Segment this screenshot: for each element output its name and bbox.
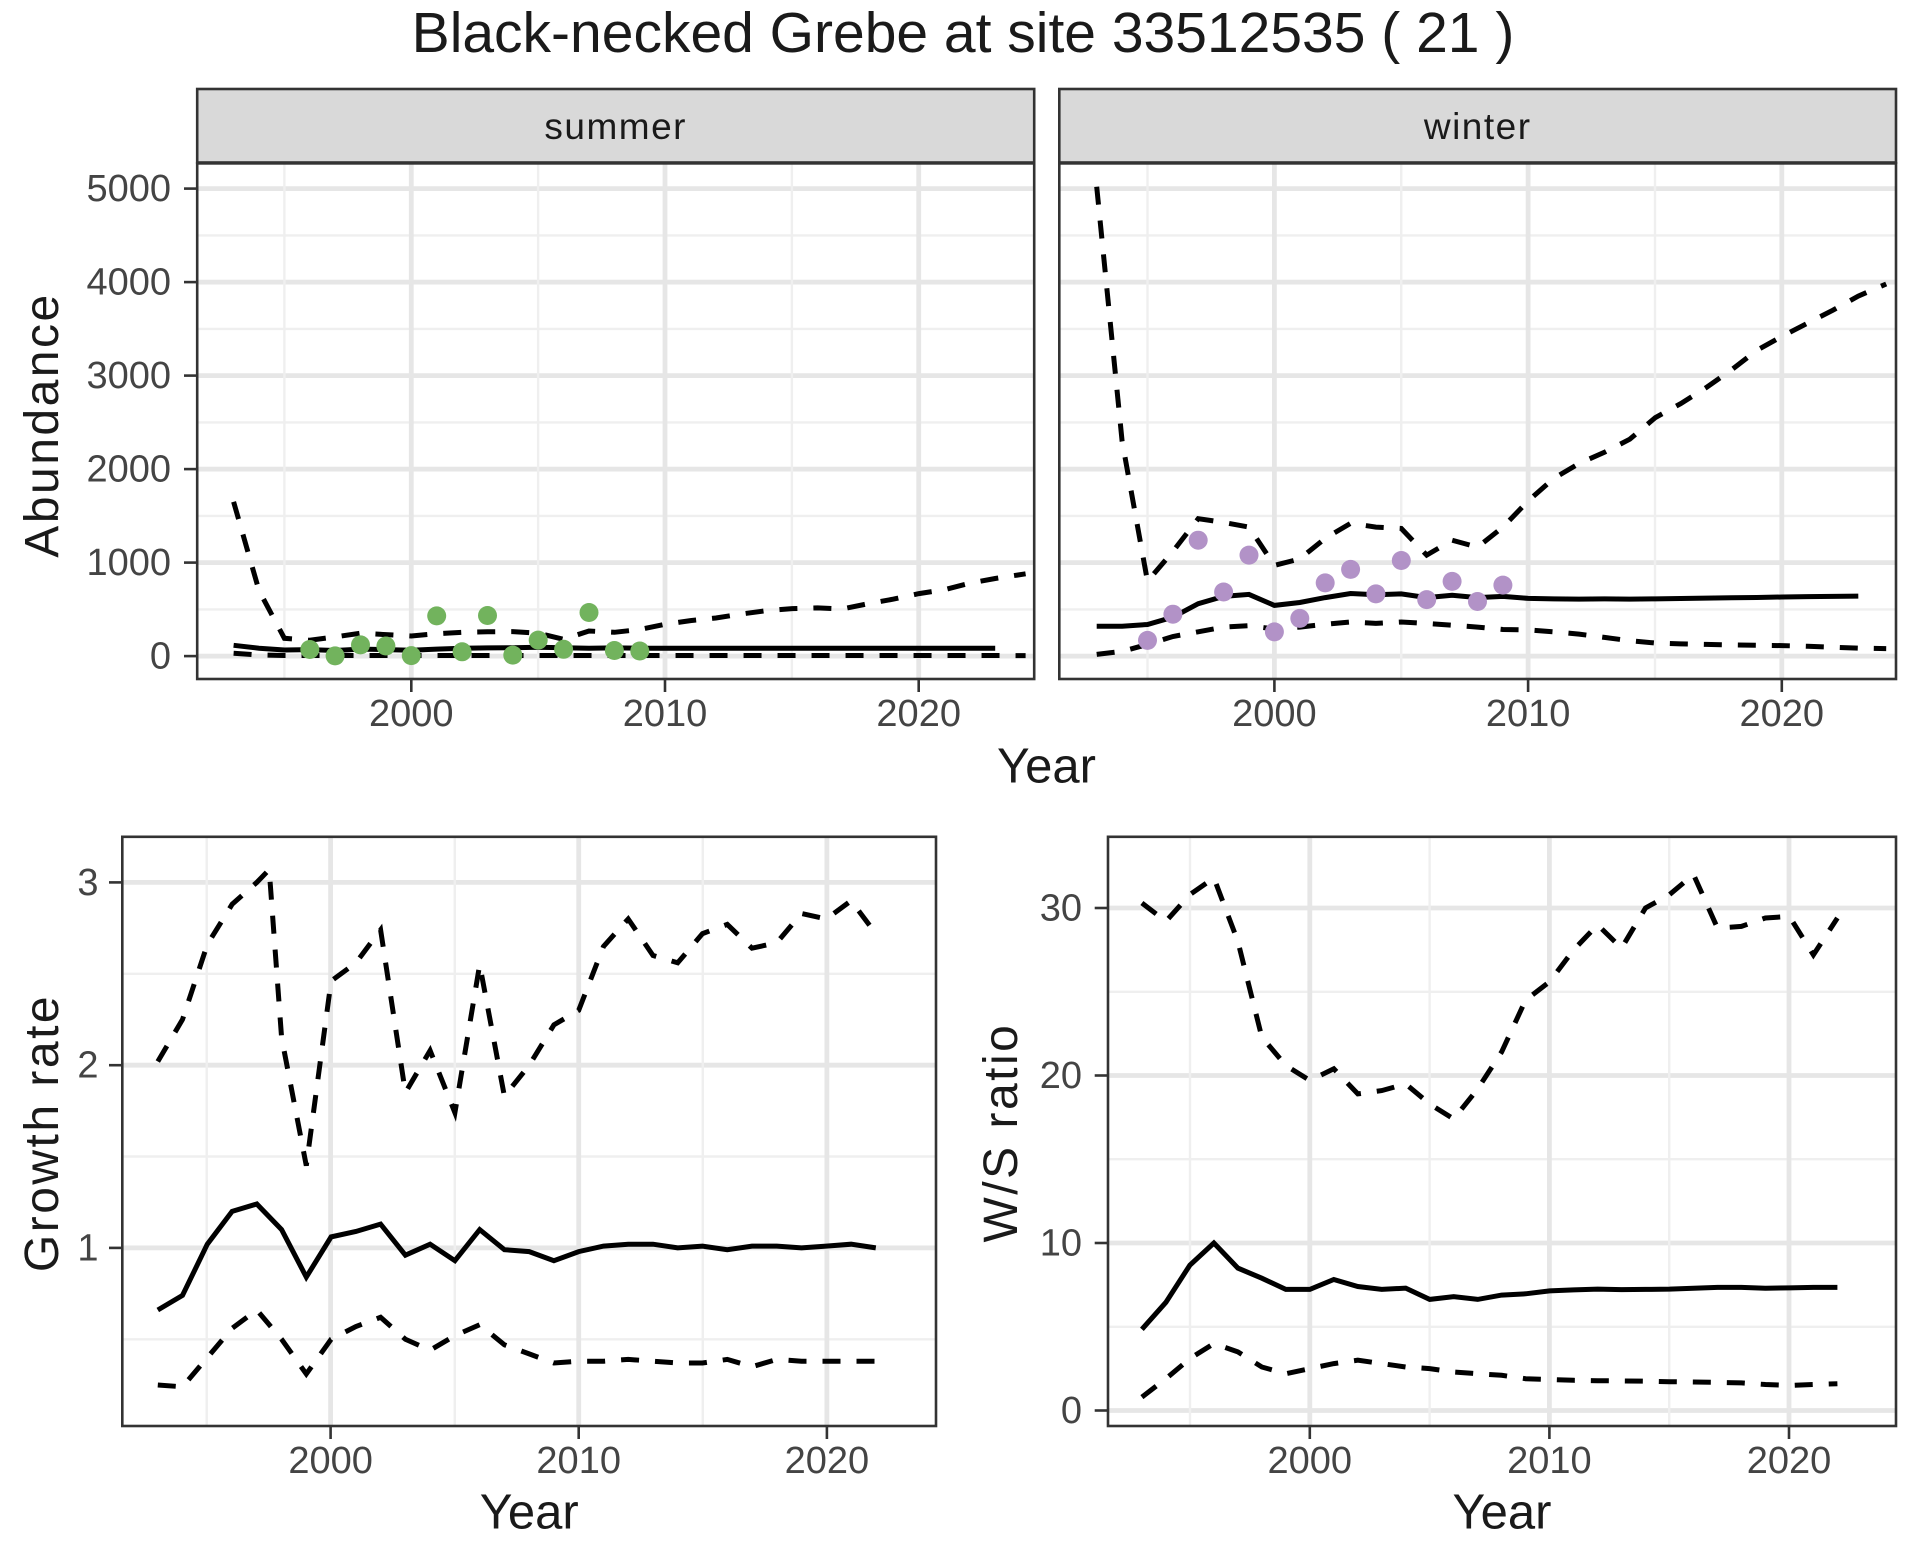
svg-text:2010: 2010 — [536, 1440, 621, 1482]
svg-text:2: 2 — [77, 1045, 98, 1087]
svg-text:2000: 2000 — [1268, 1440, 1353, 1482]
svg-text:Abundance: Abundance — [16, 292, 69, 557]
svg-text:Growth rate: Growth rate — [16, 994, 69, 1272]
svg-text:Year: Year — [480, 1486, 579, 1540]
svg-text:2010: 2010 — [623, 693, 708, 735]
svg-text:3: 3 — [77, 862, 98, 904]
svg-text:3000: 3000 — [86, 355, 171, 397]
svg-text:W/S ratio: W/S ratio — [975, 1023, 1028, 1243]
svg-text:2020: 2020 — [1747, 1440, 1832, 1482]
svg-text:2010: 2010 — [1486, 693, 1571, 735]
svg-text:1000: 1000 — [86, 542, 171, 584]
svg-text:2010: 2010 — [1507, 1440, 1592, 1482]
svg-text:20: 20 — [1040, 1055, 1082, 1097]
svg-text:0: 0 — [150, 636, 171, 678]
svg-text:2000: 2000 — [1232, 693, 1317, 735]
svg-text:2000: 2000 — [369, 693, 454, 735]
svg-text:Year: Year — [1452, 1486, 1551, 1540]
svg-text:4000: 4000 — [86, 262, 171, 304]
svg-text:10: 10 — [1040, 1223, 1082, 1265]
svg-text:2000: 2000 — [86, 449, 171, 491]
svg-text:0: 0 — [1061, 1390, 1082, 1432]
svg-text:2000: 2000 — [288, 1440, 373, 1482]
svg-text:2020: 2020 — [785, 1440, 870, 1482]
svg-text:Year: Year — [997, 739, 1096, 793]
svg-text:30: 30 — [1040, 888, 1082, 930]
svg-text:2020: 2020 — [1740, 693, 1825, 735]
svg-text:1: 1 — [77, 1227, 98, 1269]
svg-text:Black-necked Grebe at site 335: Black-necked Grebe at site 33512535 ( 21… — [412, 1, 1515, 65]
svg-text:2020: 2020 — [876, 693, 961, 735]
svg-text:5000: 5000 — [86, 168, 171, 210]
svg-text:winter: winter — [1423, 106, 1532, 147]
svg-text:summer: summer — [544, 106, 687, 147]
